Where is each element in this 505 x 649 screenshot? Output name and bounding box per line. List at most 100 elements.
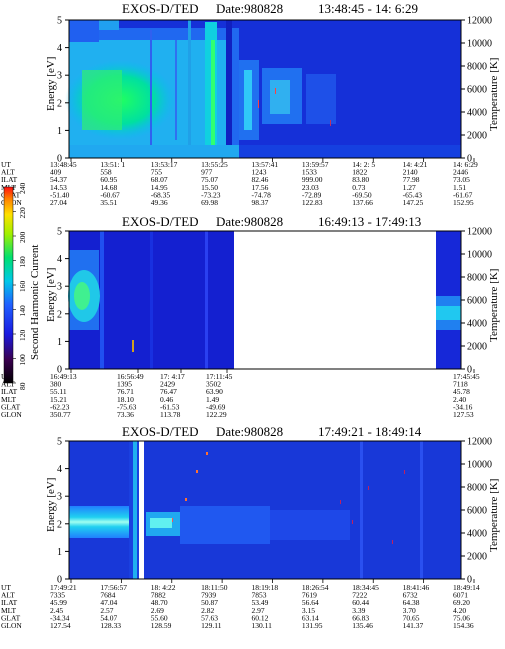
ephemeris-value: 2446 (453, 168, 468, 177)
ephemeris-value: 147.25 (403, 198, 424, 207)
ephemeris-value: -74.78 (252, 190, 272, 199)
ephemeris-value: 75.06 (453, 613, 470, 622)
ephemeris-value: 1.51 (453, 183, 466, 192)
panel-2-title-mission: EXOS-D/TED (122, 214, 199, 229)
ephemeris-value: 18:49:14 (453, 583, 480, 592)
right-tick-label: 8000 (467, 62, 487, 73)
ephemeris-value: 137.66 (352, 198, 373, 207)
ephemeris-value: 14.68 (100, 183, 117, 192)
right-tick-label: 4000 (467, 529, 487, 540)
ephemeris-value: 63.90 (206, 387, 223, 396)
ephemeris-value: 127.53 (453, 410, 474, 419)
ephemeris-value: 14.95 (151, 183, 168, 192)
left-tick-label: 2 (57, 309, 62, 320)
ephemeris-value: 154.36 (453, 621, 474, 630)
ephemeris-value: 13:59:57 (302, 160, 329, 169)
ephemeris-value: 17.56 (252, 183, 269, 192)
right-tick-label: 4000 (467, 319, 487, 330)
ephemeris-value: 380 (50, 380, 62, 389)
ephemeris-value: 66.83 (352, 613, 369, 622)
ephemeris-value: 7335 (50, 591, 65, 600)
ephemeris-value: 18:26:54 (302, 583, 329, 592)
ephemeris-value: 76.47 (160, 387, 177, 396)
ephemeris-value: 999.00 (302, 175, 323, 184)
ephemeris-value: 7939 (201, 591, 216, 600)
left-tick-label: 0 (57, 575, 62, 586)
ephemeris-value: -34.16 (453, 402, 473, 411)
panel-3: EXOS-D/TED Date:980828 17:49:21 - 18:49:… (1, 424, 500, 630)
ephemeris-row-label: UT (1, 583, 11, 592)
panel-3-title-mission: EXOS-D/TED (122, 424, 199, 439)
ephemeris-value: 57.63 (201, 613, 218, 622)
ephemeris-value: 60.12 (252, 613, 269, 622)
y-axis-label-energy: Energy [eV] (45, 57, 57, 111)
ephemeris-value: -75.63 (117, 402, 137, 411)
ephemeris-value: 17:11:45 (206, 372, 233, 381)
ephemeris-value: 2.40 (453, 395, 466, 404)
ephemeris-value: 152.95 (453, 198, 474, 207)
colorbar-tick-label: 100 (18, 354, 27, 366)
left-tick-label: 3 (57, 492, 62, 503)
y-axis-label-temperature: Temperature [K] (488, 479, 500, 552)
panel-2: EXOS-D/TED Date:980828 16:49:13 - 17:49:… (1, 214, 500, 419)
panel-2-title-date: Date:980828 (216, 214, 283, 229)
ephemeris-value: -60.67 (100, 190, 120, 199)
ephemeris-value: 75.07 (201, 175, 218, 184)
ephemeris-value: 98.37 (252, 198, 269, 207)
ephemeris-row-label: GLON (1, 410, 22, 419)
left-tick-label: 2 (57, 519, 62, 530)
ephemeris-value: 73.36 (117, 410, 134, 419)
ephemeris-value: 55.11 (50, 387, 67, 396)
left-tick-label: 4 (57, 43, 62, 54)
ephemeris-value: 122.83 (302, 198, 323, 207)
panel-1: EXOS-D/TED Date:980828 13:48:45 - 14: 6:… (1, 1, 500, 207)
ephemeris-row-label: ALT (1, 380, 15, 389)
ephemeris-value: 6732 (403, 591, 418, 600)
left-tick-label: 5 (57, 437, 62, 448)
ephemeris-value: -65.43 (403, 190, 423, 199)
ephemeris-value: 64.38 (403, 598, 420, 607)
colorbar-tick-label: 120 (18, 330, 27, 342)
ephemeris-value: 53.49 (252, 598, 269, 607)
ephemeris-value: -73.23 (201, 190, 221, 199)
colorbar-tick-label: 240 (18, 183, 27, 195)
ephemeris-value: 2.57 (100, 606, 113, 615)
ephemeris-row-label: ILAT (1, 175, 18, 184)
ephemeris-value: 0.73 (352, 183, 365, 192)
left-tick-label: 0 (57, 154, 62, 165)
ephemeris-value: 16:49:13 (50, 372, 77, 381)
ephemeris-value: 113.78 (160, 410, 181, 419)
ephemeris-value: -49.69 (206, 402, 226, 411)
ephemeris-value: 128.59 (151, 621, 172, 630)
ephemeris-row-label: ILAT (1, 387, 18, 396)
ephemeris-value: 45.99 (50, 598, 67, 607)
ephemeris-value: 1822 (352, 168, 367, 177)
ephemeris-value: 13:48:45 (50, 160, 77, 169)
ephemeris-value: 3502 (206, 380, 221, 389)
ephemeris-row-label: GLAT (1, 613, 21, 622)
panel-3-heatmap (68, 440, 462, 580)
ephemeris-value: 18:19:18 (252, 583, 279, 592)
left-tick-label: 2 (57, 98, 62, 109)
left-tick-label: 5 (57, 227, 62, 238)
ephemeris-value: 77.98 (403, 175, 420, 184)
ephemeris-value: 6071 (453, 591, 468, 600)
ephemeris-value: 7882 (151, 591, 166, 600)
ephemeris-value: 18.10 (117, 395, 134, 404)
y-axis-label-temperature: Temperature [K] (488, 58, 500, 131)
right-tick-label: 8000 (467, 273, 487, 284)
colorbar-tick-label: 180 (18, 256, 27, 268)
colorbar-gradient (3, 186, 14, 384)
ephemeris-value: 13:55:25 (201, 160, 228, 169)
ephemeris-value: -61.53 (160, 402, 180, 411)
ephemeris-value: 47.04 (100, 598, 117, 607)
ephemeris-value: 409 (50, 168, 62, 177)
ephemeris-value: 83.80 (352, 175, 369, 184)
right-tick-label: 6000 (467, 296, 487, 307)
panel-1-title-mission: EXOS-D/TED (122, 1, 199, 16)
ephemeris-value: 76.71 (117, 387, 134, 396)
ephemeris-value: 3.15 (302, 606, 315, 615)
ephemeris-row-label: ALT (1, 168, 15, 177)
ephemeris-value: 63.14 (302, 613, 319, 622)
